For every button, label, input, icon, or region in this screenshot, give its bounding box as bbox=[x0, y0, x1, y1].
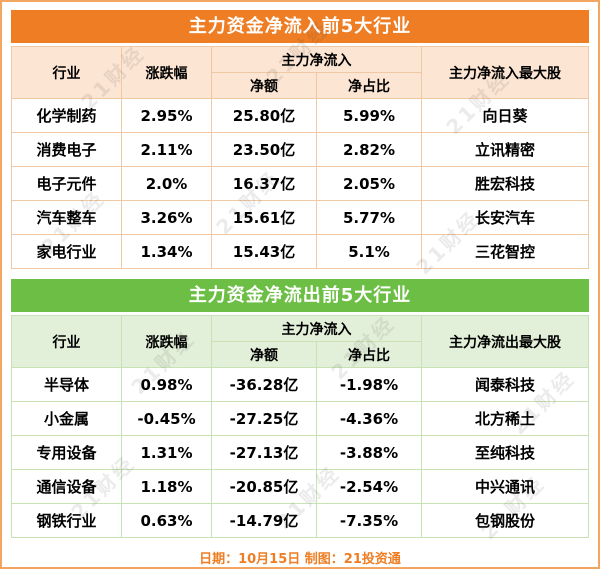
top-stock-cell: 胜宏科技 bbox=[421, 166, 589, 201]
table-row: 电子元件 2.0% 16.37亿 2.05% 胜宏科技 bbox=[11, 166, 589, 201]
top-stock-cell: 至纯科技 bbox=[421, 435, 589, 470]
net-amount-cell: 15.61亿 bbox=[211, 200, 317, 235]
industry-header: 行业 bbox=[11, 46, 122, 99]
top-stock-cell: 北方稀土 bbox=[421, 401, 589, 436]
change-header: 涨跌幅 bbox=[121, 315, 212, 368]
change-pct-cell: -0.45% bbox=[121, 401, 212, 436]
outflow-title: 主力资金净流出前5大行业 bbox=[11, 279, 589, 312]
net-amount-cell: 16.37亿 bbox=[211, 166, 317, 201]
net-amount-cell: 25.80亿 bbox=[211, 98, 317, 133]
top-stock-cell: 向日葵 bbox=[421, 98, 589, 133]
industry-cell: 钢铁行业 bbox=[11, 503, 122, 538]
top-stock-cell: 中兴通讯 bbox=[421, 469, 589, 504]
outflow-table: 行业 涨跌幅 主力净流入 主力净流出最大股 净额 净占比 半导体 0.98% -… bbox=[11, 315, 589, 538]
top-stock-header: 主力净流入最大股 bbox=[421, 46, 589, 99]
table-header-row: 行业 涨跌幅 主力净流入 主力净流入最大股 bbox=[11, 46, 589, 99]
change-pct-cell: 0.63% bbox=[121, 503, 212, 538]
net-ratio-header: 净占比 bbox=[316, 72, 422, 99]
net-amount-cell: 23.50亿 bbox=[211, 132, 317, 167]
footer-caption: 日期：10月15日 制图：21投资通 bbox=[92, 548, 508, 567]
change-pct-cell: 1.31% bbox=[121, 435, 212, 470]
industry-cell: 半导体 bbox=[11, 367, 122, 402]
net-ratio-header: 净占比 bbox=[316, 341, 422, 368]
net-ratio-cell: -3.88% bbox=[316, 435, 422, 470]
top-stock-cell: 闻泰科技 bbox=[421, 367, 589, 402]
table-header-row: 行业 涨跌幅 主力净流入 主力净流出最大股 bbox=[11, 315, 589, 368]
industry-cell: 专用设备 bbox=[11, 435, 122, 470]
net-ratio-cell: 5.1% bbox=[316, 234, 422, 269]
change-pct-cell: 0.98% bbox=[121, 367, 212, 402]
net-ratio-cell: 5.99% bbox=[316, 98, 422, 133]
top-stock-header: 主力净流出最大股 bbox=[421, 315, 589, 368]
net-amount-cell: 15.43亿 bbox=[211, 234, 317, 269]
net-ratio-cell: -1.98% bbox=[316, 367, 422, 402]
table-row: 化学制药 2.95% 25.80亿 5.99% 向日葵 bbox=[11, 98, 589, 133]
table-row: 通信设备 1.18% -20.85亿 -2.54% 中兴通讯 bbox=[11, 469, 589, 504]
change-pct-cell: 1.18% bbox=[121, 469, 212, 504]
change-header: 涨跌幅 bbox=[121, 46, 212, 99]
industry-cell: 小金属 bbox=[11, 401, 122, 436]
table-row: 小金属 -0.45% -27.25亿 -4.36% 北方稀土 bbox=[11, 401, 589, 436]
main-inflow-group-header: 主力净流入 bbox=[211, 315, 422, 342]
industry-cell: 消费电子 bbox=[11, 132, 122, 167]
main-inflow-group-header: 主力净流入 bbox=[211, 46, 422, 73]
inflow-title: 主力资金净流入前5大行业 bbox=[11, 10, 589, 43]
net-amount-cell: -27.13亿 bbox=[211, 435, 317, 470]
top-stock-cell: 立讯精密 bbox=[421, 132, 589, 167]
net-amount-header: 净额 bbox=[211, 341, 317, 368]
industry-header: 行业 bbox=[11, 315, 122, 368]
industry-cell: 通信设备 bbox=[11, 469, 122, 504]
top-stock-cell: 长安汽车 bbox=[421, 200, 589, 235]
industry-cell: 家电行业 bbox=[11, 234, 122, 269]
net-ratio-cell: -4.36% bbox=[316, 401, 422, 436]
table-row: 消费电子 2.11% 23.50亿 2.82% 立讯精密 bbox=[11, 132, 589, 167]
net-ratio-cell: 2.82% bbox=[316, 132, 422, 167]
net-amount-cell: -36.28亿 bbox=[211, 367, 317, 402]
change-pct-cell: 2.11% bbox=[121, 132, 212, 167]
top-stock-cell: 三花智控 bbox=[421, 234, 589, 269]
net-amount-header: 净额 bbox=[211, 72, 317, 99]
net-amount-cell: -20.85亿 bbox=[211, 469, 317, 504]
outflow-section: 主力资金净流出前5大行业 行业 涨跌幅 主力净流入 主力净流出最大股 净额 净占… bbox=[11, 279, 589, 538]
industry-cell: 化学制药 bbox=[11, 98, 122, 133]
table-row: 汽车整车 3.26% 15.61亿 5.77% 长安汽车 bbox=[11, 200, 589, 235]
inflow-section: 主力资金净流入前5大行业 行业 涨跌幅 主力净流入 主力净流入最大股 净额 净占… bbox=[11, 10, 589, 269]
table-row: 专用设备 1.31% -27.13亿 -3.88% 至纯科技 bbox=[11, 435, 589, 470]
change-pct-cell: 1.34% bbox=[121, 234, 212, 269]
inflow-table: 行业 涨跌幅 主力净流入 主力净流入最大股 净额 净占比 化学制药 2.95% … bbox=[11, 46, 589, 269]
table-row: 钢铁行业 0.63% -14.79亿 -7.35% 包钢股份 bbox=[11, 503, 589, 538]
net-ratio-cell: 2.05% bbox=[316, 166, 422, 201]
table-subheader-row: 净额 净占比 bbox=[12, 72, 589, 99]
net-amount-cell: -14.79亿 bbox=[211, 503, 317, 538]
table-row: 半导体 0.98% -36.28亿 -1.98% 闻泰科技 bbox=[11, 367, 589, 402]
net-ratio-cell: -7.35% bbox=[316, 503, 422, 538]
top-stock-cell: 包钢股份 bbox=[421, 503, 589, 538]
change-pct-cell: 3.26% bbox=[121, 200, 212, 235]
industry-cell: 汽车整车 bbox=[11, 200, 122, 235]
table-row: 家电行业 1.34% 15.43亿 5.1% 三花智控 bbox=[11, 234, 589, 269]
change-pct-cell: 2.0% bbox=[121, 166, 212, 201]
change-pct-cell: 2.95% bbox=[121, 98, 212, 133]
industry-cell: 电子元件 bbox=[11, 166, 122, 201]
net-ratio-cell: -2.54% bbox=[316, 469, 422, 504]
net-ratio-cell: 5.77% bbox=[316, 200, 422, 235]
net-amount-cell: -27.25亿 bbox=[211, 401, 317, 436]
